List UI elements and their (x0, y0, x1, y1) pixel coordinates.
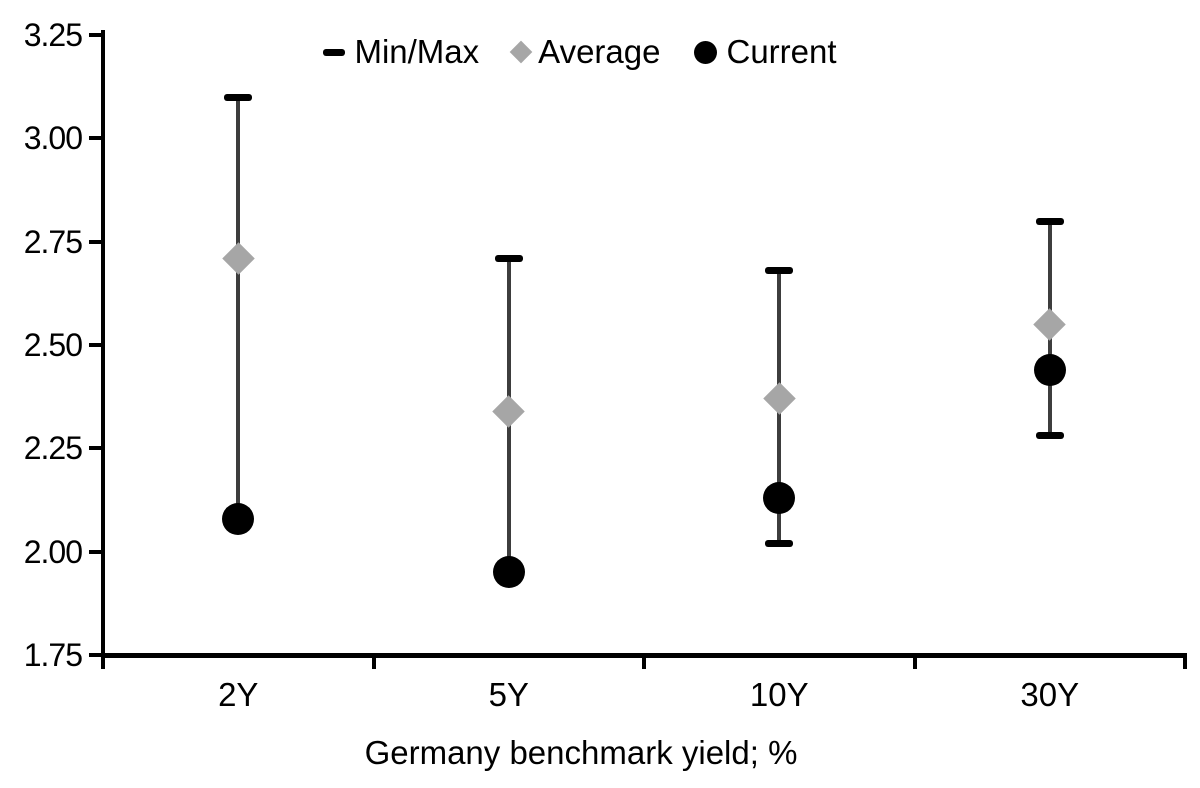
y-tick-label: 3.00 (23, 120, 83, 157)
max-cap-10Y (765, 267, 794, 275)
y-axis-tick (89, 33, 103, 37)
x-axis-title: Germany benchmark yield; % (364, 734, 798, 771)
y-tick-label: 2.75 (23, 223, 83, 260)
y-axis-tick (89, 239, 103, 244)
average-marker-2Y (221, 241, 255, 275)
y-tick-label: 3.25 (23, 17, 83, 53)
min-cap-30Y (1035, 432, 1064, 440)
min-cap-10Y (765, 539, 794, 547)
x-axis-tick (101, 658, 105, 669)
current-marker-10Y (763, 481, 796, 514)
x-axis-line (101, 653, 1187, 658)
average-diamond-icon (509, 40, 533, 64)
y-axis-tick (89, 446, 103, 451)
legend-label-average: Average (538, 33, 661, 70)
y-axis-tick (89, 136, 103, 141)
y-axis-line (101, 30, 105, 658)
legend-label-minmax: Min/Max (354, 33, 480, 70)
y-axis-tick (89, 549, 103, 554)
current-marker-5Y (492, 556, 525, 589)
legend-item-minmax: Min/Max (323, 33, 479, 71)
max-cap-5Y (494, 254, 523, 262)
minmax-dash-icon (323, 48, 346, 56)
x-category-label: 5Y (488, 676, 529, 713)
y-axis-tick (89, 343, 103, 347)
x-axis-tick (642, 658, 646, 669)
range-line-2Y (236, 97, 241, 519)
x-axis-tick (912, 658, 917, 669)
max-cap-2Y (224, 93, 253, 101)
y-axis-tick (89, 653, 103, 657)
y-tick-label: 2.25 (23, 430, 83, 467)
y-tick-label: 1.75 (23, 637, 83, 673)
legend: Min/Max Average Current (250, 33, 910, 71)
y-tick-label: 2.00 (23, 533, 83, 570)
max-cap-30Y (1035, 217, 1064, 225)
current-circle-icon (694, 40, 718, 64)
average-marker-10Y (762, 382, 796, 415)
current-marker-2Y (222, 502, 255, 535)
legend-item-average: Average (509, 33, 661, 71)
x-axis-tick (371, 658, 376, 669)
x-category-label: 30Y (1020, 676, 1080, 713)
legend-label-current: Current (726, 33, 837, 70)
x-axis-tick (1183, 658, 1187, 669)
average-marker-5Y (492, 394, 526, 428)
x-category-label: 10Y (749, 676, 809, 713)
legend-item-current: Current (694, 33, 837, 71)
current-marker-30Y (1033, 353, 1066, 386)
x-category-label: 2Y (218, 676, 259, 713)
average-marker-30Y (1033, 308, 1067, 341)
y-tick-label: 2.50 (23, 327, 83, 363)
